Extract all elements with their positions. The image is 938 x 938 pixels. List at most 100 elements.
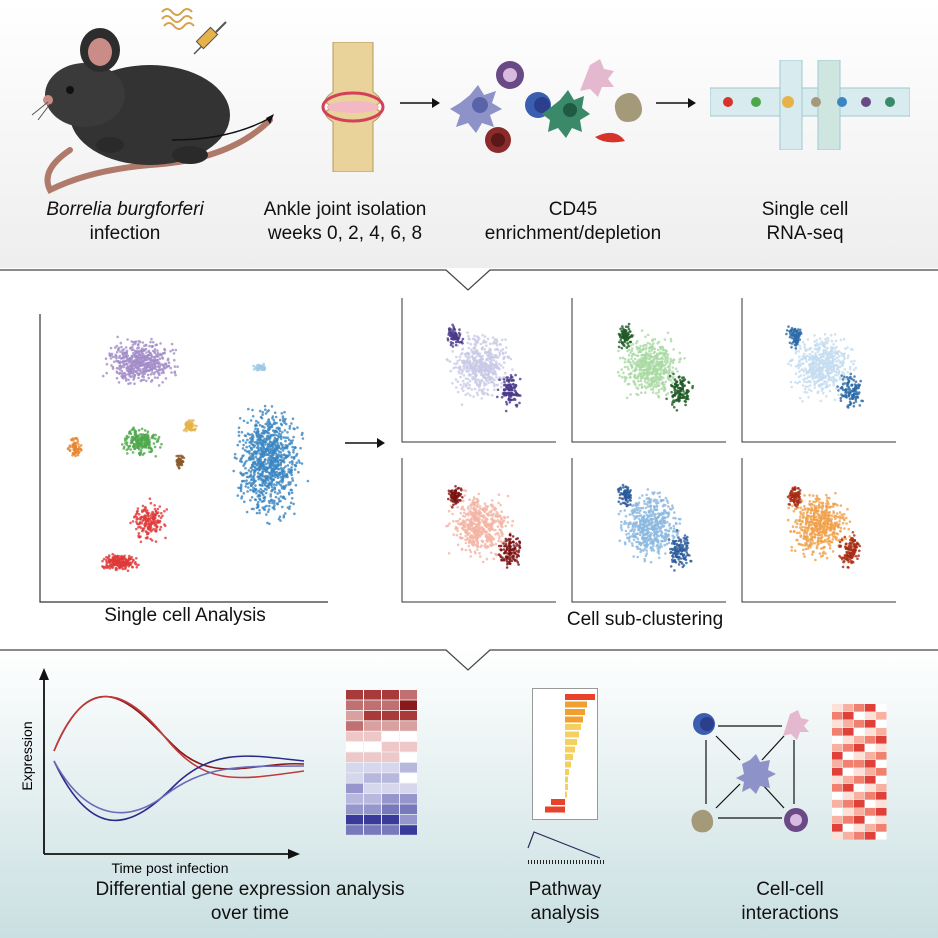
heatmap-cell bbox=[843, 736, 854, 744]
section-divider bbox=[0, 649, 938, 671]
heatmap-cell bbox=[865, 816, 876, 824]
arrow-icon bbox=[400, 98, 440, 108]
pathway-bar bbox=[565, 784, 568, 790]
pathway-bar bbox=[565, 746, 575, 753]
umap-cluster bbox=[120, 426, 163, 458]
heatmap-cell bbox=[382, 814, 399, 825]
heatmap-cell bbox=[400, 710, 417, 721]
heatmap-cell bbox=[876, 728, 887, 736]
heatmap-cell bbox=[364, 814, 381, 825]
heatmap-cell bbox=[364, 794, 381, 804]
heatmap-cell bbox=[854, 816, 865, 824]
heatmap-cell bbox=[865, 792, 876, 800]
heatmap-cell bbox=[843, 776, 854, 784]
heatmap-cell bbox=[400, 721, 417, 731]
heatmap-cell bbox=[364, 710, 381, 721]
heatmap-cell bbox=[876, 808, 887, 816]
heatmap-cell bbox=[400, 814, 417, 825]
heatmap-cell bbox=[876, 832, 887, 840]
arrow-icon bbox=[656, 98, 696, 108]
heatmap-cell bbox=[400, 742, 417, 752]
analysis-panel: Single cell Analysis Cell sub-clustering bbox=[0, 268, 938, 648]
pathway-bar bbox=[565, 739, 577, 745]
heatmap-cell bbox=[364, 783, 381, 794]
heatmap-cell bbox=[346, 825, 363, 835]
pathway-bar bbox=[565, 776, 568, 783]
heatmap-cell bbox=[843, 744, 854, 752]
heatmap-cell bbox=[865, 768, 876, 776]
heatmap-cell bbox=[346, 752, 363, 762]
heatmap-cell bbox=[382, 794, 399, 804]
heatmap-cell bbox=[843, 728, 854, 736]
heatmap-cell bbox=[832, 800, 843, 808]
microfluidic-icon bbox=[710, 60, 910, 150]
heatmap-cell bbox=[854, 712, 865, 720]
heatmap-cell bbox=[382, 762, 399, 773]
heatmap-cell bbox=[843, 752, 854, 760]
pathway-bar bbox=[545, 806, 565, 813]
heatmap-cell bbox=[346, 794, 363, 804]
pathway-bar bbox=[565, 709, 585, 715]
heatmap-cell bbox=[346, 690, 363, 700]
subcluster-points bbox=[785, 325, 803, 350]
step-label-scrnaseq: Single cell RNA-seq bbox=[761, 199, 849, 244]
heatmap-cell bbox=[865, 736, 876, 744]
heatmap-cell bbox=[346, 762, 363, 773]
heatmap-cell bbox=[854, 832, 865, 840]
heatmap-cell bbox=[382, 773, 399, 783]
heatmap-cell bbox=[854, 728, 865, 736]
heatmap-cell bbox=[382, 731, 399, 742]
heatmap-cell bbox=[876, 776, 887, 784]
pathway-bar bbox=[565, 769, 569, 775]
heatmap-cell bbox=[876, 816, 887, 824]
heatmap-cell bbox=[346, 783, 363, 794]
immune-cells-icon bbox=[450, 59, 642, 153]
step-label-infection: Borrelia burgforferi infection bbox=[46, 199, 204, 244]
heatmap-cell bbox=[865, 776, 876, 784]
heatmap-cell bbox=[876, 752, 887, 760]
heatmap-cell bbox=[382, 825, 399, 835]
heatmap-cell bbox=[876, 768, 887, 776]
subcluster-points bbox=[786, 491, 854, 562]
heatmap-cell bbox=[876, 736, 887, 744]
heatmap-cell bbox=[382, 783, 399, 794]
heatmap-cell bbox=[843, 832, 854, 840]
heatmap-cell bbox=[854, 720, 865, 728]
heatmap-cell bbox=[854, 744, 865, 752]
heatmap-cell bbox=[843, 712, 854, 720]
heatmap-cell bbox=[346, 700, 363, 710]
heatmap-cell bbox=[832, 704, 843, 712]
heatmap-cell bbox=[382, 721, 399, 731]
heatmap-cell bbox=[843, 800, 854, 808]
heatmap-cell bbox=[865, 712, 876, 720]
step-label-joint: Ankle joint isolation weeks 0, 2, 4, 6, … bbox=[263, 199, 427, 244]
heatmap-cell bbox=[832, 712, 843, 720]
workflow-panel: Borrelia burgforferi infection Ankle joi… bbox=[0, 0, 938, 268]
heatmap-cell bbox=[843, 808, 854, 816]
heatmap-cell bbox=[832, 768, 843, 776]
heatmap-cell bbox=[346, 731, 363, 742]
expression-curve-plot bbox=[39, 668, 304, 859]
heatmap-cell bbox=[865, 784, 876, 792]
heatmap-cell bbox=[865, 760, 876, 768]
subcluster-points bbox=[496, 373, 522, 413]
heatmap-cell bbox=[854, 792, 865, 800]
umap-cluster bbox=[232, 404, 310, 526]
umap-cluster bbox=[129, 497, 169, 544]
subcluster-points bbox=[616, 483, 632, 508]
heatmap-cell bbox=[843, 760, 854, 768]
heatmap-cell bbox=[832, 792, 843, 800]
syringe-icon bbox=[193, 21, 227, 55]
heatmap-cell bbox=[382, 710, 399, 721]
heatmap-cell bbox=[865, 832, 876, 840]
subcluster-points bbox=[838, 531, 861, 569]
subcluster-points bbox=[616, 329, 686, 400]
step-label-cd45: CD45 enrichment/depletion bbox=[484, 199, 662, 244]
pathway-bar bbox=[565, 716, 583, 723]
heatmap-cell bbox=[832, 760, 843, 768]
dge-heatmap bbox=[346, 690, 417, 835]
subcluster-plot-mast bbox=[401, 458, 556, 603]
subcluster-points bbox=[617, 322, 634, 350]
heatmap-cell bbox=[854, 736, 865, 744]
heatmap-cell bbox=[832, 736, 843, 744]
